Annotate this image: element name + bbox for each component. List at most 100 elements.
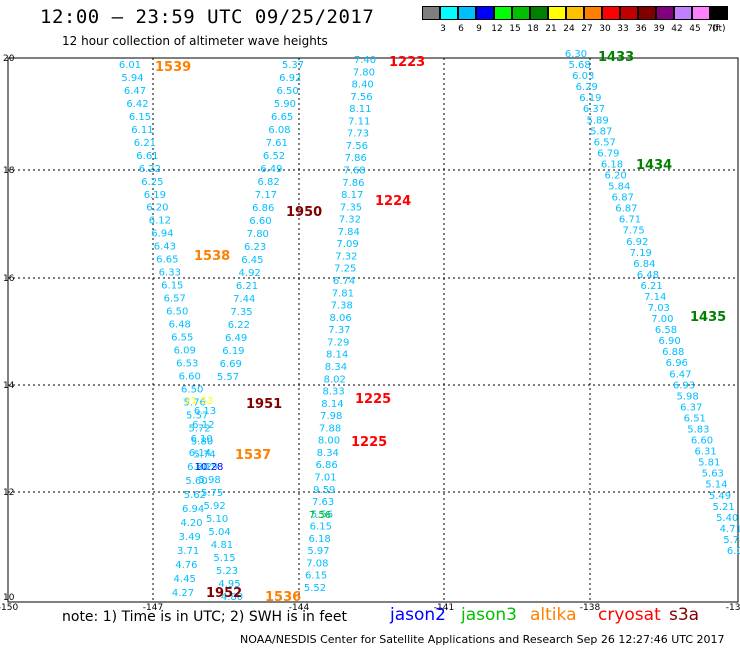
wave-height-value: 6.03 (572, 71, 594, 82)
legend-swatch (602, 6, 620, 20)
wave-height-value: 6.11 (131, 125, 153, 136)
latitude-label: 16 (3, 274, 15, 284)
wave-height-value: 6.90 (658, 336, 680, 347)
wave-height-value: 6.20 (146, 203, 168, 214)
wave-height-value: 6.82 (257, 177, 279, 188)
wave-height-value: 7.35 (340, 202, 362, 213)
wave-height-value: 7.73 (347, 129, 369, 140)
wave-height-value: 6.96 (666, 358, 688, 369)
wave-height-value: 7.37 (328, 325, 350, 336)
wave-height-value: 6.86 (252, 203, 274, 214)
wave-height-value: 6.88 (662, 347, 684, 358)
legend-label: 15 (509, 24, 521, 34)
wave-height-value: 6.01 (119, 60, 141, 71)
page-title: 12:00 – 23:59 UTC 09/25/2017 (40, 6, 375, 28)
wave-height-value: 5.10 (206, 514, 228, 525)
satellite-name: jason3 (461, 605, 517, 625)
wave-height-value: 6.15 (161, 281, 183, 292)
wave-height-value: 5.63 (702, 469, 724, 480)
wave-height-value: 7.29 (327, 337, 349, 348)
wave-height-value: 6.12 (149, 216, 171, 227)
legend-swatch (476, 6, 494, 20)
legend-label: 33 (617, 24, 629, 34)
wave-height-value: 5.57 (217, 372, 239, 383)
wave-height-value: 7.84 (338, 227, 360, 238)
wave-height-value: 6.42 (126, 99, 148, 110)
legend-label: 3 (440, 24, 446, 34)
wave-height-value: 5.52 (304, 583, 326, 594)
wave-height-value: 3.49 (179, 532, 201, 543)
wave-height-value: 7.35 (230, 307, 252, 318)
wave-height-value: 5.76 (184, 397, 206, 408)
wave-height-value: 7.80 (247, 229, 269, 240)
wave-height-value: 7.80 (353, 67, 375, 78)
legend-swatch (656, 6, 674, 20)
wave-height-value: 6.10 (190, 434, 212, 445)
wave-height-value: 6.18 (601, 159, 623, 170)
pass-time-label: 1223 (389, 55, 425, 70)
wave-height-value: 5.23 (216, 566, 238, 577)
wave-height-value: 7.61 (266, 138, 288, 149)
wave-height-value: 4.95 (218, 579, 240, 590)
pass-time-label: 1434 (636, 158, 672, 173)
wave-height-value: 6.08 (268, 125, 290, 136)
legend-swatch (530, 6, 548, 20)
legend-label: 12 (491, 24, 503, 34)
wave-height-value: 8.14 (321, 399, 343, 410)
wave-height-value: 5.14 (705, 480, 727, 491)
wave-height-value: 7.11 (348, 116, 370, 127)
wave-height-value: 8.33 (322, 387, 344, 398)
wave-height-value: 6.31 (694, 447, 716, 458)
wave-height-value: 6.55 (171, 332, 193, 343)
wave-height-value: 5.74 (194, 449, 216, 460)
wave-height-value: 7.14 (644, 292, 666, 303)
wave-height-value: 6.50 (166, 307, 188, 318)
wave-height-value: 5.15 (213, 553, 235, 564)
wave-height-value: 6.29 (576, 82, 598, 93)
wave-height-value: 6.22 (228, 320, 250, 331)
map-frame (7, 57, 739, 603)
wave-height-value: 7.08 (306, 558, 328, 569)
wave-height-value: 6.19 (222, 346, 244, 357)
wave-height-value: 5.94 (121, 73, 143, 84)
satellite-name: jason2 (390, 605, 446, 625)
wave-height-value: 6.50 (181, 384, 203, 395)
wave-height-value: 6.69 (220, 359, 242, 370)
page-subtitle: 12 hour collection of altimeter wave hei… (62, 34, 328, 48)
wave-height-value: 4.20 (180, 518, 202, 529)
legend-label: 39 (653, 24, 665, 34)
longitude-label: -144 (289, 603, 310, 613)
wave-height-value: 8.17 (341, 190, 363, 201)
wave-height-value: 6.84 (633, 259, 655, 270)
wave-height-value: 5.98 (198, 475, 220, 486)
wave-height-value: 5.56 (311, 509, 333, 520)
wave-height-value: 6.87 (612, 193, 634, 204)
wave-height-highlight: 21.53 (185, 396, 214, 407)
wave-height-value: 9.59 (313, 485, 335, 496)
wave-height-value: 5.74 (723, 535, 740, 546)
wave-height-highlight: 10.28 (195, 462, 224, 473)
wave-height-value: 5.49 (709, 491, 731, 502)
satellite-name: s3a (669, 605, 700, 625)
wave-height-value: 8.00 (318, 436, 340, 447)
wave-height-value: 4.92 (239, 268, 261, 279)
pass-time-label: 1952 (206, 586, 242, 601)
wave-height-value: 7.00 (651, 314, 673, 325)
latitude-label: 20 (3, 54, 15, 64)
wave-height-value: 5.40 (716, 513, 738, 524)
wave-height-value: 7.75 (622, 226, 644, 237)
wave-height-value: 6.29 (196, 462, 218, 473)
wave-height-value: 7.17 (255, 190, 277, 201)
wave-height-value: 6.94 (151, 229, 173, 240)
wave-height-value: 6.60 (249, 216, 271, 227)
wave-height-value: 5.37 (282, 60, 304, 71)
wave-height-value: 5.57 (186, 410, 208, 421)
latitude-label: 12 (3, 488, 14, 498)
pass-time-label: 1536 (265, 590, 301, 605)
wave-height-value: 4.27 (172, 588, 194, 599)
legend-swatch (440, 6, 458, 20)
wave-height-value: 7.68 (343, 166, 365, 177)
wave-height-value: 6.37 (583, 104, 605, 115)
wave-height-value: 6.19 (144, 190, 166, 201)
pass-time-label: 1950 (286, 205, 322, 220)
